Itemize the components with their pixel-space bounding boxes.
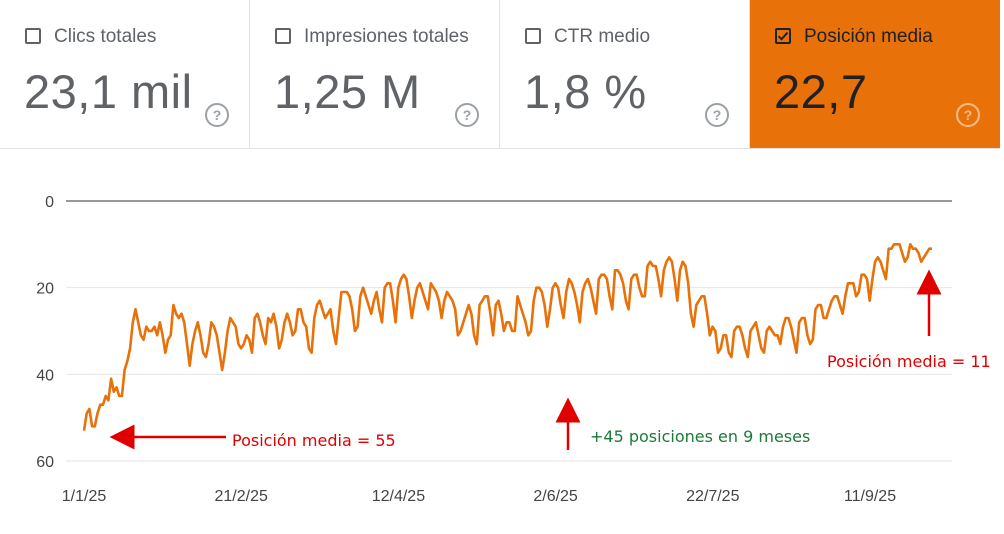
card-label: Impresiones totales: [304, 26, 469, 47]
y-tick-label: 0: [45, 194, 54, 211]
card-position[interactable]: Posición media 22,7 ?: [750, 0, 1000, 148]
checkbox-icon[interactable]: [275, 28, 291, 44]
x-axis-ticks: 1/1/25 21/2/25 12/4/25 2/6/25 22/7/25 11/9/25: [62, 488, 896, 505]
x-tick-label: 1/1/25: [62, 488, 107, 505]
y-tick-label: 20: [36, 281, 54, 298]
metric-cards: Clics totales 23,1 mil ? Impresiones tot…: [0, 0, 1000, 149]
position-chart: 0 20 40 60 1/1/25 21/2/25 12/4/25 2/6/25 22/7/2…: [36, 194, 991, 505]
help-icon[interactable]: ?: [455, 103, 479, 127]
card-ctr[interactable]: CTR medio 1,8 % ?: [500, 0, 750, 148]
x-tick-label: 12/4/25: [372, 488, 425, 505]
y-tick-label: 60: [36, 454, 54, 471]
help-icon[interactable]: ?: [956, 103, 980, 127]
series-line: [82, 243, 932, 431]
checkbox-icon[interactable]: [525, 28, 541, 44]
help-icon[interactable]: ?: [205, 103, 229, 127]
grid-lines: [66, 200, 952, 462]
x-tick-label: 21/2/25: [215, 488, 268, 505]
y-axis-ticks: 0 20 40 60: [36, 194, 54, 471]
card-value: 22,7: [774, 65, 868, 118]
annotation-end: Posición media = 11: [827, 352, 991, 371]
checkbox-icon[interactable]: [25, 28, 41, 44]
annotation-start: Posición media = 55: [232, 431, 396, 450]
checkbox-checked-icon[interactable]: [775, 28, 791, 44]
card-impressions[interactable]: Impresiones totales 1,25 M ?: [250, 0, 500, 148]
card-label: Posición media: [804, 26, 933, 47]
x-tick-label: 2/6/25: [533, 488, 578, 505]
y-tick-label: 40: [36, 367, 54, 384]
card-value: 1,8 %: [524, 65, 647, 118]
help-icon[interactable]: ?: [705, 103, 729, 127]
card-label: CTR medio: [554, 26, 651, 47]
x-tick-label: 22/7/25: [686, 488, 739, 505]
annotation-middle: +45 posiciones en 9 meses: [590, 427, 810, 446]
x-tick-label: 11/9/25: [844, 488, 896, 505]
card-value: 1,25 M: [274, 65, 421, 118]
card-label: Clics totales: [54, 26, 157, 47]
card-value: 23,1 mil: [24, 65, 193, 118]
card-clicks[interactable]: Clics totales 23,1 mil ?: [0, 0, 250, 148]
